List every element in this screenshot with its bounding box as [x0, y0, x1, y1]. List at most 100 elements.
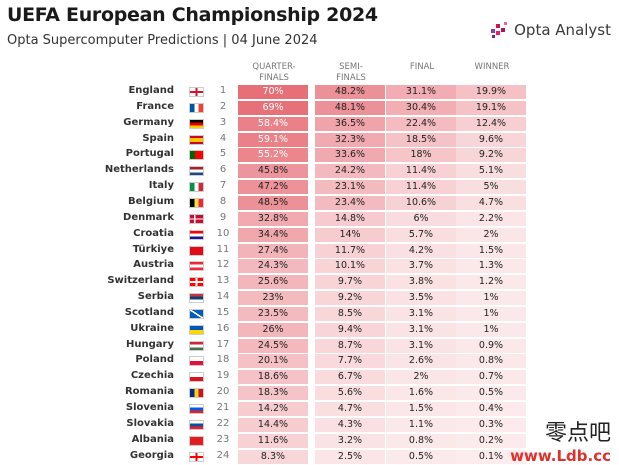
- prob-cell: 48.5%: [238, 195, 308, 210]
- team-name: Türkiye: [132, 243, 174, 255]
- rank-number: 14: [216, 291, 230, 303]
- prob-cell: 2%: [456, 227, 526, 242]
- prob-cell: 11.6%: [238, 433, 308, 448]
- prob-cell: 24.5%: [238, 338, 308, 353]
- prob-cell: 47.2%: [238, 180, 308, 195]
- team-name: Poland: [135, 354, 174, 366]
- team-name: Denmark: [123, 211, 174, 223]
- prob-cell: 0.5%: [456, 386, 526, 401]
- prob-cell: 32.8%: [238, 211, 308, 226]
- flag-hun-icon: [189, 340, 204, 351]
- team-name: France: [136, 100, 174, 112]
- prob-cell: 4.7%: [456, 195, 526, 210]
- prob-cell: 24.3%: [238, 259, 308, 274]
- prob-cell: 6.7%: [315, 370, 385, 385]
- rank-number: 6: [219, 164, 227, 176]
- team-name: Austria: [133, 259, 174, 271]
- rank-number: 11: [216, 243, 230, 255]
- flag-esp-icon: [189, 134, 204, 145]
- rank-number: 1: [219, 85, 227, 96]
- rank-number: 16: [216, 322, 230, 334]
- prob-cell: 2.5%: [315, 449, 385, 464]
- team-name: Scotland: [124, 306, 174, 318]
- team-name: Portugal: [125, 148, 174, 160]
- rank-number: 20: [216, 386, 230, 398]
- team-name: Slovenia: [125, 402, 174, 413]
- prob-cell: 48.2%: [315, 85, 385, 99]
- rank-number: 8: [219, 195, 227, 207]
- page-title: UEFA European Championship 2024: [7, 4, 378, 26]
- prob-cell: 0.5%: [386, 449, 456, 464]
- prob-cell: 9.2%: [456, 148, 526, 163]
- prob-cell: 1%: [456, 322, 526, 337]
- team-name: Slovakia: [126, 417, 174, 429]
- flag-sco-icon: [189, 308, 204, 319]
- flag-ita-icon: [189, 182, 204, 193]
- opta-logo-icon: [491, 22, 508, 38]
- flag-alb-icon: [189, 435, 204, 446]
- prob-cell: 27.4%: [238, 243, 308, 258]
- prob-cell: 1.2%: [456, 275, 526, 290]
- prob-cell: 18.3%: [238, 386, 308, 401]
- prob-cell: 0.1%: [456, 449, 526, 464]
- prob-cell: 0.7%: [456, 370, 526, 385]
- col-header-semi-finals: SEMI- FINALS: [336, 62, 366, 83]
- prob-cell: 3.1%: [386, 338, 456, 353]
- prob-cell: 11.4%: [386, 180, 456, 195]
- prob-cell: 69%: [238, 100, 308, 115]
- prob-cell: 9.4%: [315, 322, 385, 337]
- logo-text: Opta Analyst: [514, 21, 611, 39]
- prob-cell: 4.3%: [315, 417, 385, 432]
- rank-number: 13: [216, 275, 230, 287]
- prob-cell: 30.4%: [386, 100, 456, 115]
- prob-cell: 2.2%: [456, 211, 526, 226]
- prob-cell: 9.2%: [315, 291, 385, 306]
- prob-cell: 18.5%: [386, 132, 456, 147]
- prob-cell: 1%: [456, 306, 526, 321]
- prob-cell: 14.2%: [238, 402, 308, 416]
- rank-number: 5: [219, 148, 227, 160]
- team-name: Georgia: [129, 449, 174, 461]
- flag-sui-icon: [189, 277, 204, 288]
- rank-number: 9: [219, 211, 227, 223]
- prob-cell: 22.4%: [386, 116, 456, 131]
- flag-rou-icon: [189, 388, 204, 399]
- prob-cell: 12.4%: [456, 116, 526, 131]
- rank-number: 10: [216, 227, 230, 239]
- col-header-winner: WINNER: [474, 62, 510, 72]
- prob-cell: 31.1%: [386, 85, 456, 99]
- prob-cell: 11.7%: [315, 243, 385, 258]
- prob-cell: 18.6%: [238, 370, 308, 385]
- flag-tur-icon: [189, 245, 204, 256]
- prob-cell: 19.9%: [456, 85, 526, 99]
- rank-number: 23: [216, 433, 230, 445]
- team-name: Hungary: [126, 338, 174, 350]
- prob-cell: 7.7%: [315, 354, 385, 369]
- team-name: Czechia: [130, 370, 174, 382]
- flag-ukr-icon: [189, 324, 204, 335]
- team-name: Netherlands: [104, 164, 174, 176]
- prob-cell: 9.6%: [456, 132, 526, 147]
- team-name: Croatia: [133, 227, 174, 239]
- flag-cze-icon: [189, 372, 204, 383]
- prob-cell: 2.6%: [386, 354, 456, 369]
- flag-fra-icon: [189, 102, 204, 113]
- prob-cell: 3.8%: [386, 275, 456, 290]
- flag-geo-icon: [189, 451, 204, 462]
- prob-cell: 8.3%: [238, 449, 308, 464]
- team-name: Switzerland: [107, 275, 174, 287]
- prob-cell: 5.6%: [315, 386, 385, 401]
- rank-number: 24: [216, 449, 230, 461]
- prob-cell: 45.8%: [238, 164, 308, 179]
- flag-den-icon: [189, 213, 204, 224]
- rank-number: 3: [219, 116, 227, 128]
- rank-number: 17: [216, 338, 230, 350]
- flag-svn-icon: [189, 404, 204, 414]
- prob-cell: 8.5%: [315, 306, 385, 321]
- team-name: Romania: [124, 386, 174, 398]
- prob-cell: 0.3%: [456, 417, 526, 432]
- prob-cell: 3.7%: [386, 259, 456, 274]
- prob-cell: 23.1%: [315, 180, 385, 195]
- col-header-final: FINAL: [409, 62, 435, 72]
- team-name: Germany: [123, 116, 174, 128]
